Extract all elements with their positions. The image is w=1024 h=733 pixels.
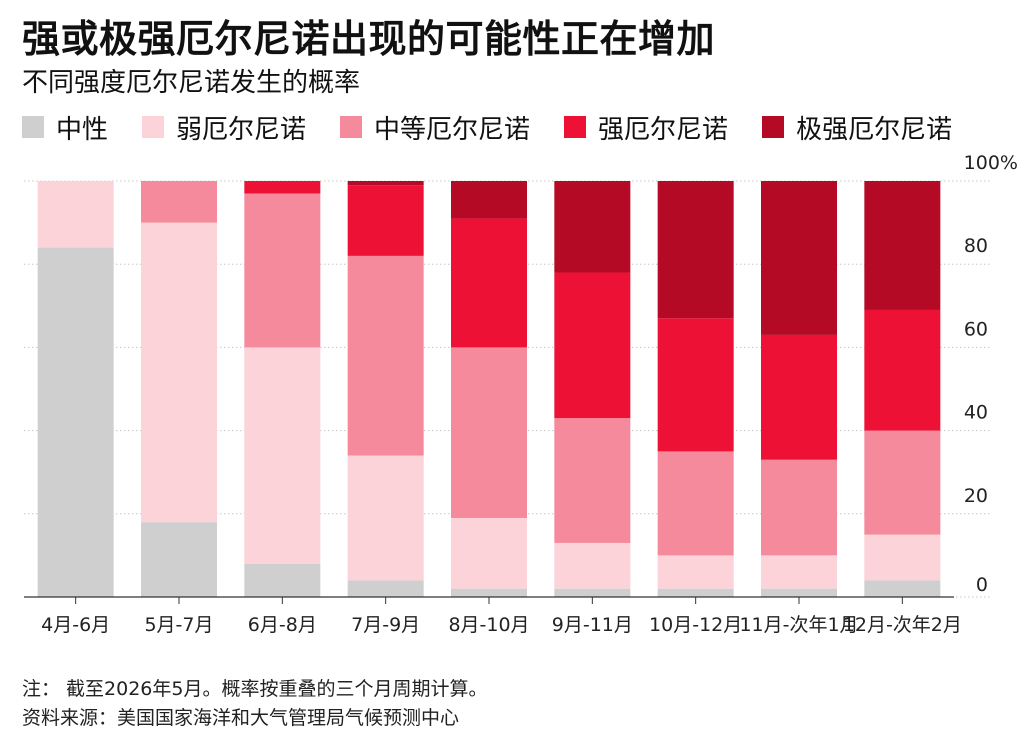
legend-swatch: [564, 116, 587, 138]
legend-item: 中等厄尔尼诺: [340, 109, 530, 146]
bar-segment: [244, 563, 321, 597]
bar-segment: [347, 185, 424, 256]
y-tick-label: 80: [964, 235, 988, 257]
legend-label: 强厄尔尼诺: [598, 114, 729, 145]
x-tick-label: 7月-9月: [351, 614, 420, 636]
x-tick-label: 6月-8月: [248, 614, 317, 636]
bar-segment: [761, 459, 837, 556]
bar-segment: [347, 455, 424, 581]
legend-item: 强厄尔尼诺: [564, 109, 728, 146]
legend-swatch: [762, 116, 785, 138]
bar-segment: [244, 181, 321, 194]
legend-item: 弱厄尔尼诺: [142, 109, 306, 146]
bar-segment: [451, 517, 527, 589]
y-tick-label: 60: [964, 318, 988, 340]
legend-label: 极强厄尔尼诺: [796, 114, 953, 145]
bar-segment: [657, 588, 734, 597]
bar-segment: [347, 255, 424, 456]
bar-segment: [657, 181, 734, 319]
legend-item: 极强厄尔尼诺: [762, 109, 952, 146]
x-tick-label: 4月-6月: [41, 614, 110, 636]
stacked-bar-chart: 0 20 40 60 80 100% 4月-6月 5月-7月 6月-8月 7月-9月 8月-10月 9…: [24, 152, 1018, 636]
x-tick-label: 10月-12月: [649, 614, 742, 636]
bar-segment: [37, 247, 114, 597]
bar-segment: [864, 309, 941, 431]
legend: 中性 弱厄尔尼诺 中等厄尔尼诺 强厄尔尼诺 极强厄尔尼诺: [22, 109, 986, 146]
bar-segment: [554, 588, 631, 597]
source-note: 资料来源：美国国家海洋和大气管理局气候预测中心: [22, 707, 460, 729]
bar-segment: [864, 181, 941, 310]
bar-segment: [37, 181, 114, 248]
bar-segment: [451, 588, 527, 597]
bar-segment: [761, 588, 837, 597]
bar-segment: [761, 181, 837, 335]
legend-label: 中等厄尔尼诺: [374, 114, 531, 145]
legend-label: 中性: [56, 114, 109, 145]
y-tick-label: 0: [976, 574, 988, 596]
bar-segment: [554, 181, 631, 273]
legend-swatch: [142, 116, 165, 138]
bar-segment: [657, 555, 734, 589]
bar-segment: [141, 522, 217, 597]
y-tick-label: 20: [964, 485, 988, 507]
bar-segment: [554, 418, 631, 543]
y-tick-label: 40: [964, 402, 988, 424]
legend-swatch: [22, 116, 44, 138]
bar-segment: [451, 347, 527, 518]
bar-segment: [451, 181, 527, 219]
bar-segment: [451, 218, 527, 348]
bar-segment: [864, 534, 941, 581]
x-tick-label: 11月-次年1月: [739, 614, 858, 636]
x-tick-label: 5月-7月: [144, 614, 213, 636]
bar-segment: [554, 272, 631, 419]
bar-segment: [761, 555, 837, 589]
chart-title: 强或极强厄尔尼诺出现的可能性正在增加: [22, 17, 716, 61]
x-tick-label: 9月-11月: [552, 614, 633, 636]
legend-item: 中性: [22, 109, 108, 146]
bar-segment: [244, 193, 321, 348]
bar-segment: [347, 181, 424, 186]
bar-segment: [864, 580, 941, 597]
legend-label: 弱厄尔尼诺: [176, 114, 307, 145]
bar-segment: [761, 334, 837, 460]
bar-segment: [657, 318, 734, 452]
bar-segment: [141, 181, 217, 223]
bar-segment: [347, 580, 424, 597]
chart-subtitle: 不同强度厄尔尼诺发生的概率: [22, 68, 361, 98]
bar-segment: [141, 222, 217, 523]
footnote: 注： 截至2026年5月。概率按重叠的三个月周期计算。: [22, 678, 488, 700]
legend-swatch: [340, 116, 363, 138]
bar-segment: [244, 347, 321, 564]
bar-segment: [554, 542, 631, 589]
y-tick-label: 100%: [964, 152, 1018, 174]
x-tick-label: 8月-10月: [448, 614, 529, 636]
bar-segment: [657, 451, 734, 556]
bar-segment: [864, 430, 941, 535]
x-tick-label: 12月-次年2月: [843, 614, 962, 636]
